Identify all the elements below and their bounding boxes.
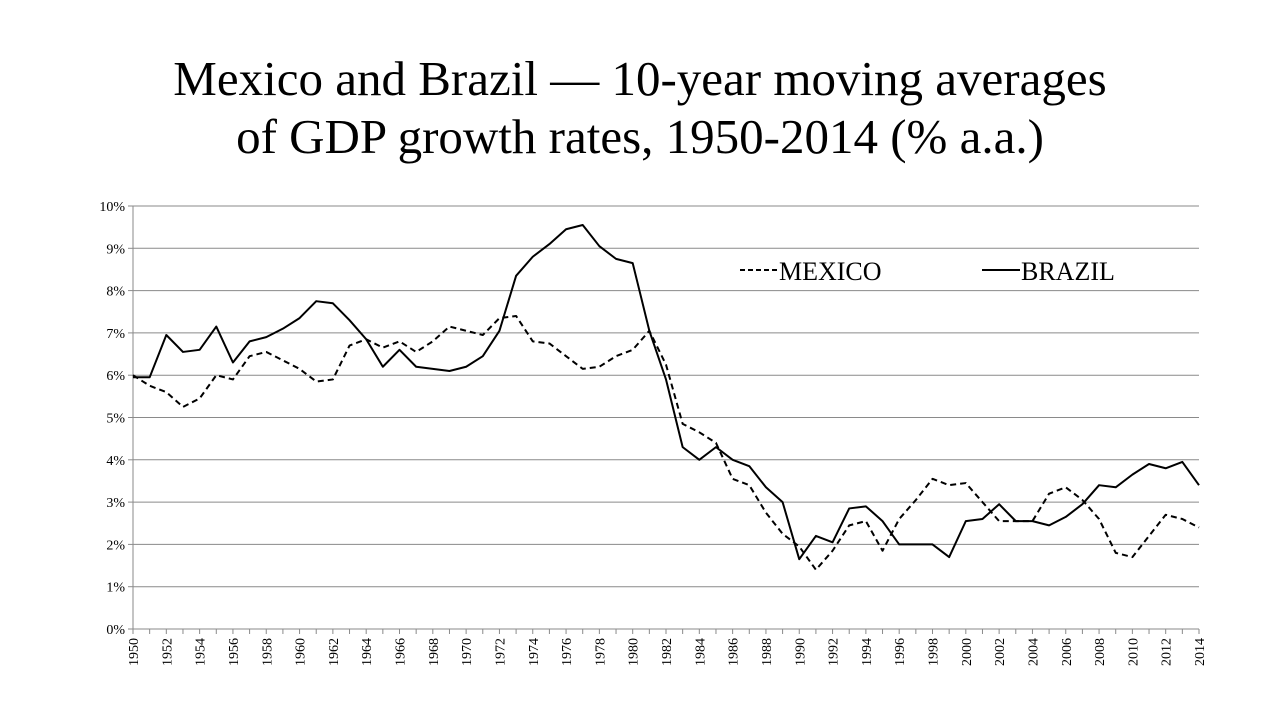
x-tick-label: 1974: [527, 638, 542, 666]
x-tick-label: 1952: [160, 638, 175, 666]
y-tick-label: 2%: [106, 538, 125, 553]
series-line-brazil: [133, 224, 1200, 561]
x-tick-label: 1976: [560, 638, 575, 666]
x-tick-label: 1964: [360, 638, 375, 666]
x-tick-label: 1972: [493, 638, 508, 666]
y-tick-label: 1%: [106, 581, 125, 596]
chart-title-line-2: of GDP growth rates, 1950-2014 (% a.a.): [236, 109, 1044, 164]
x-axis-ticks: 1950 1952 1954 1956 1958 1960 1962 1964 1966 1968…: [127, 629, 1208, 666]
x-tick-label: 1958: [260, 638, 275, 666]
series-line-mexico: [132, 314, 1200, 571]
x-tick-label: 1986: [727, 638, 742, 666]
x-tick-label: 2010: [1126, 638, 1141, 666]
x-tick-label: 1950: [127, 638, 142, 666]
x-tick-label: 1990: [793, 638, 808, 666]
x-tick-label: 2002: [993, 638, 1008, 666]
x-tick-label: 1996: [893, 638, 908, 666]
x-tick-label: 2006: [1060, 638, 1075, 666]
x-tick-label: 1982: [660, 638, 675, 666]
x-tick-label: 1962: [327, 638, 342, 666]
x-tick-label: 1960: [294, 638, 309, 666]
y-tick-label: 10%: [99, 200, 125, 215]
x-tick-label: 2014: [1193, 638, 1208, 666]
y-tick-label: 6%: [106, 369, 125, 384]
x-tick-label: 1968: [427, 638, 442, 666]
y-axis-ticks: 0% 1% 2% 3% 4% 5% 6% 7% 8% 9% 10%: [99, 200, 133, 638]
x-tick-label: 1988: [760, 638, 775, 666]
y-tick-label: 3%: [106, 496, 125, 511]
y-tick-label: 4%: [106, 454, 125, 469]
x-tick-label: 1992: [827, 638, 842, 666]
x-tick-label: 1956: [227, 638, 242, 666]
x-tick-label: 1978: [593, 638, 608, 666]
x-tick-label: 1980: [627, 638, 642, 666]
gridlines: [133, 205, 1199, 588]
x-tick-label: 1966: [394, 638, 409, 666]
series-layer: [132, 224, 1200, 571]
legend: MEXICO BRAZIL: [740, 257, 1115, 286]
y-tick-label: 7%: [106, 327, 125, 342]
x-tick-label: 1994: [860, 638, 875, 666]
x-tick-label: 1984: [693, 638, 708, 666]
legend-label-mexico: MEXICO: [779, 257, 882, 286]
x-tick-label: 1998: [927, 638, 942, 666]
x-tick-label: 2008: [1093, 638, 1108, 666]
y-tick-label: 0%: [106, 623, 125, 638]
chart-title-line-1: Mexico and Brazil — 10-year moving avera…: [173, 51, 1107, 106]
y-tick-label: 9%: [106, 242, 125, 257]
chart-title: Mexico and Brazil — 10-year moving avera…: [0, 50, 1280, 166]
x-tick-label: 2004: [1026, 638, 1041, 666]
x-tick-label: 2012: [1160, 638, 1175, 666]
x-tick-label: 1954: [194, 638, 209, 666]
x-tick-label: 2000: [960, 638, 975, 666]
y-tick-label: 5%: [106, 412, 125, 427]
legend-label-brazil: BRAZIL: [1021, 257, 1115, 286]
y-tick-label: 8%: [106, 285, 125, 300]
x-tick-label: 1970: [460, 638, 475, 666]
